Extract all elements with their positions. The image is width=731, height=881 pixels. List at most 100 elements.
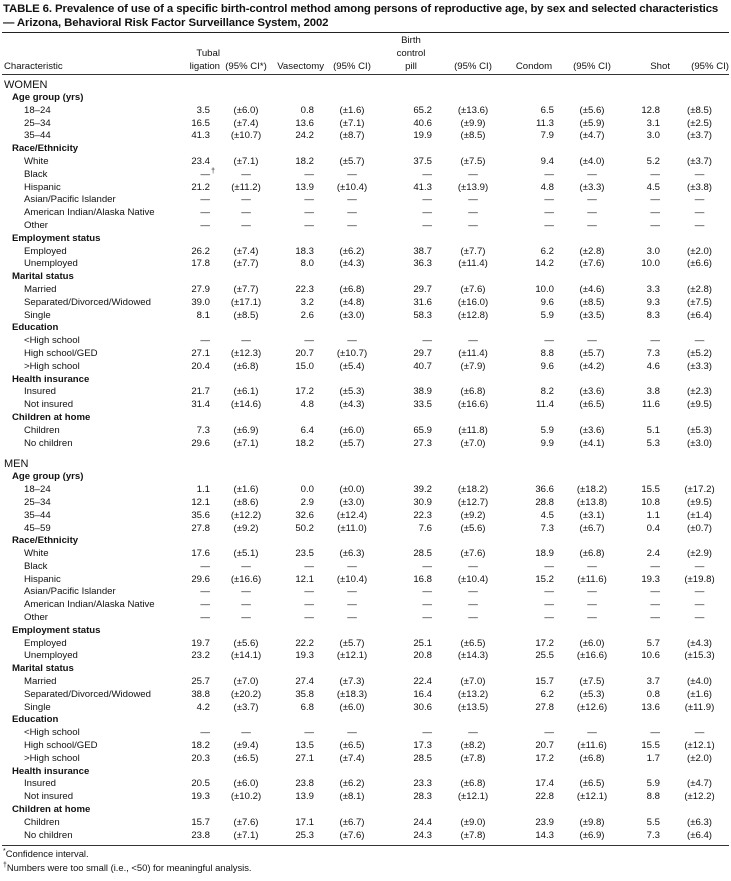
value-cell: 17.4 [535, 778, 554, 790]
row-label: Separated/Divorced/Widowed [24, 296, 151, 308]
row-label: Other [24, 612, 48, 624]
ci-cell: (±6.5) [339, 740, 365, 752]
ci-cell: (±8.7) [339, 130, 365, 142]
value-cell: — [544, 586, 554, 598]
ci-cell: (±7.0) [460, 676, 486, 688]
value-cell: 12.8 [641, 104, 660, 116]
ci-cell: (±10.7) [336, 347, 368, 359]
value-cell: 0.8 [646, 688, 660, 700]
ci-cell: (±18.2) [457, 484, 489, 496]
value-cell: 5.9 [540, 309, 554, 321]
group-label: Marital status [12, 663, 74, 675]
value-cell: 40.6 [413, 117, 432, 129]
table-row: Hispanic 21.2 (±11.2) 13.9 (±10.4) 41.3 (±13.9… [2, 182, 729, 195]
table-row: Children 15.7 (±7.6) 17.1 (±6.7) 24.4 (±9.0) 23… [2, 817, 729, 830]
header-ci-pill: (95% CI) [454, 61, 492, 72]
value-cell: 15.7 [535, 676, 554, 688]
ci-cell: (±11.0) [337, 522, 367, 534]
value-cell: 11.3 [536, 117, 554, 129]
ci-cell: (±10.4) [457, 573, 489, 585]
header-ci-vasectomy: (95% CI) [333, 61, 371, 72]
ci-cell: (±7.0) [233, 676, 259, 688]
value-cell: 24.3 [413, 829, 432, 841]
section-label: WOMEN [4, 79, 48, 91]
ci-cell: (±2.9) [687, 548, 712, 560]
value-cell: 6.4 [300, 424, 314, 436]
ci-cell: (±6.2) [339, 245, 365, 257]
value-cell: 9.4 [540, 155, 554, 167]
ci-cell: — [241, 586, 251, 598]
ci-cell: (±11.8) [458, 424, 488, 436]
group-row: Health insurance [2, 766, 729, 779]
value-cell: 16.4 [413, 688, 432, 700]
value-cell: — [200, 207, 210, 219]
table-container: Characteristic Tubal ligation (95% CI*) V… [2, 34, 729, 875]
ci-cell: (±12.6) [576, 701, 608, 713]
value-cell: 0.0 [300, 484, 314, 496]
ci-cell: (±6.9) [233, 424, 259, 436]
ci-cell: (±15.3) [684, 650, 715, 662]
value-cell: 30.9 [413, 496, 432, 508]
value-cell: 18.3 [295, 245, 314, 257]
value-cell: 20.4 [191, 360, 210, 372]
ci-cell: (±7.7) [460, 245, 486, 257]
table-row: <High school — — — — — — — — — — [2, 335, 729, 348]
ci-cell: — [587, 168, 597, 180]
value-cell: 30.6 [413, 701, 432, 713]
ci-cell: (±4.3) [687, 637, 712, 649]
group-label: Age group (yrs) [12, 92, 84, 103]
ci-cell: (±9.9) [460, 117, 486, 129]
value-cell: — [304, 207, 314, 219]
value-cell: 13.9 [295, 181, 314, 193]
ci-cell: (±11.6) [577, 740, 607, 752]
ci-cell: (±3.7) [233, 701, 259, 713]
value-cell: — [650, 194, 660, 206]
ci-cell: — [587, 219, 597, 231]
row-label: Married [24, 283, 57, 295]
ci-cell: — [241, 335, 251, 347]
ci-cell: (±7.1) [233, 155, 259, 167]
value-cell: — [422, 727, 432, 739]
header-characteristic: Characteristic [4, 61, 63, 72]
ci-cell: — [347, 560, 357, 572]
value-cell: 4.6 [646, 360, 660, 372]
value-cell: 23.2 [191, 650, 210, 662]
value-cell: 13.6 [295, 117, 314, 129]
row-label: Unemployed [24, 650, 78, 662]
ci-cell: (±13.9) [457, 181, 489, 193]
row-label: Hispanic [24, 573, 61, 585]
footnote-dagger: †Numbers were too small (i.e., <50) for … [3, 862, 252, 874]
ci-cell: (±2.8) [687, 283, 712, 295]
row-label: Single [24, 309, 51, 321]
value-cell: 8.1 [196, 309, 210, 321]
ci-cell: (±12.2) [230, 509, 262, 521]
value-cell: 16.5 [191, 117, 210, 129]
value-cell: 3.2 [300, 296, 314, 308]
ci-cell: (±10.7) [230, 130, 262, 142]
row-label: High school/GED [24, 347, 98, 359]
value-cell: 13.6 [641, 701, 660, 713]
ci-cell: — [587, 194, 597, 206]
group-label: Children at home [12, 411, 91, 423]
ci-cell: (±6.8) [579, 548, 605, 560]
value-cell: — [544, 727, 554, 739]
ci-cell: — [241, 727, 251, 739]
table-row: Married 25.7 (±7.0) 27.4 (±7.3) 22.4 (±7.0) 15.… [2, 676, 729, 689]
ci-cell: — [694, 168, 705, 180]
value-cell: 19.3 [295, 650, 314, 662]
value-cell: 58.3 [413, 309, 432, 321]
ci-cell: (±16.6) [457, 399, 489, 411]
ci-cell: (±18.3) [336, 688, 368, 700]
value-cell: 2.9 [300, 496, 314, 508]
header-tubal-ligation: Tubal ligation [189, 48, 220, 72]
ci-cell: (±6.8) [460, 386, 486, 398]
value-cell: — [200, 612, 210, 624]
value-cell: 28.5 [413, 752, 432, 764]
value-cell: 36.3 [413, 258, 432, 270]
ci-cell: (±7.5) [579, 676, 605, 688]
value-cell: 27.9 [191, 283, 210, 295]
ci-cell: — [468, 612, 478, 624]
row-label: Asian/Pacific Islander [24, 194, 116, 206]
value-cell: 0.8 [300, 104, 314, 116]
ci-cell: — [241, 194, 251, 206]
